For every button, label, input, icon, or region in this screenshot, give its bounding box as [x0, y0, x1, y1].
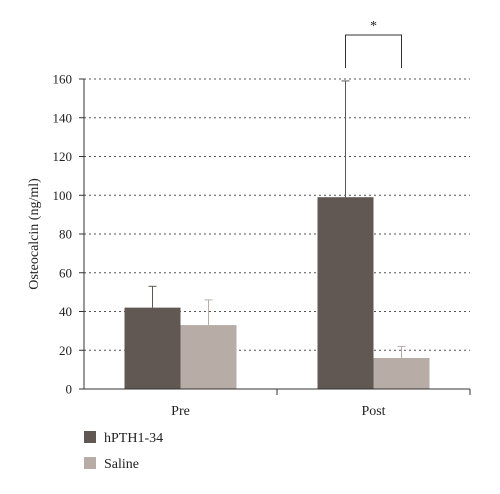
y-ticks: 0 20 40 60 80 100 120 140 160	[53, 72, 84, 397]
legend-swatch	[84, 431, 96, 443]
bar	[317, 197, 374, 389]
y-tick-label: 160	[53, 72, 73, 87]
legend: hPTH1-34 Saline	[84, 431, 163, 472]
x-category-label: Pre	[171, 404, 190, 419]
y-tick-label: 40	[59, 304, 72, 319]
y-tick-label: 80	[59, 227, 72, 242]
bar	[373, 358, 430, 389]
bars	[124, 80, 430, 389]
legend-label: Saline	[104, 457, 139, 472]
y-tick-label: 140	[53, 110, 73, 125]
y-tick-label: 100	[53, 188, 73, 203]
y-tick-label: 120	[53, 149, 73, 164]
bar	[180, 325, 237, 389]
y-axis-title: Osteocalcin (ng/ml)	[27, 178, 42, 290]
significance-bracket	[345, 34, 402, 68]
legend-label: hPTH1-34	[104, 431, 163, 446]
bar	[124, 307, 181, 389]
x-category-label: Post	[361, 404, 385, 419]
gridlines	[84, 78, 470, 351]
y-tick-label: 20	[59, 343, 72, 358]
significance-annotations: *	[345, 19, 402, 68]
legend-swatch	[84, 457, 96, 469]
y-tick-label: 60	[59, 265, 72, 280]
significance-marker: *	[370, 19, 377, 34]
x-categories: Pre Post	[171, 389, 471, 419]
y-tick-label: 0	[66, 382, 73, 397]
